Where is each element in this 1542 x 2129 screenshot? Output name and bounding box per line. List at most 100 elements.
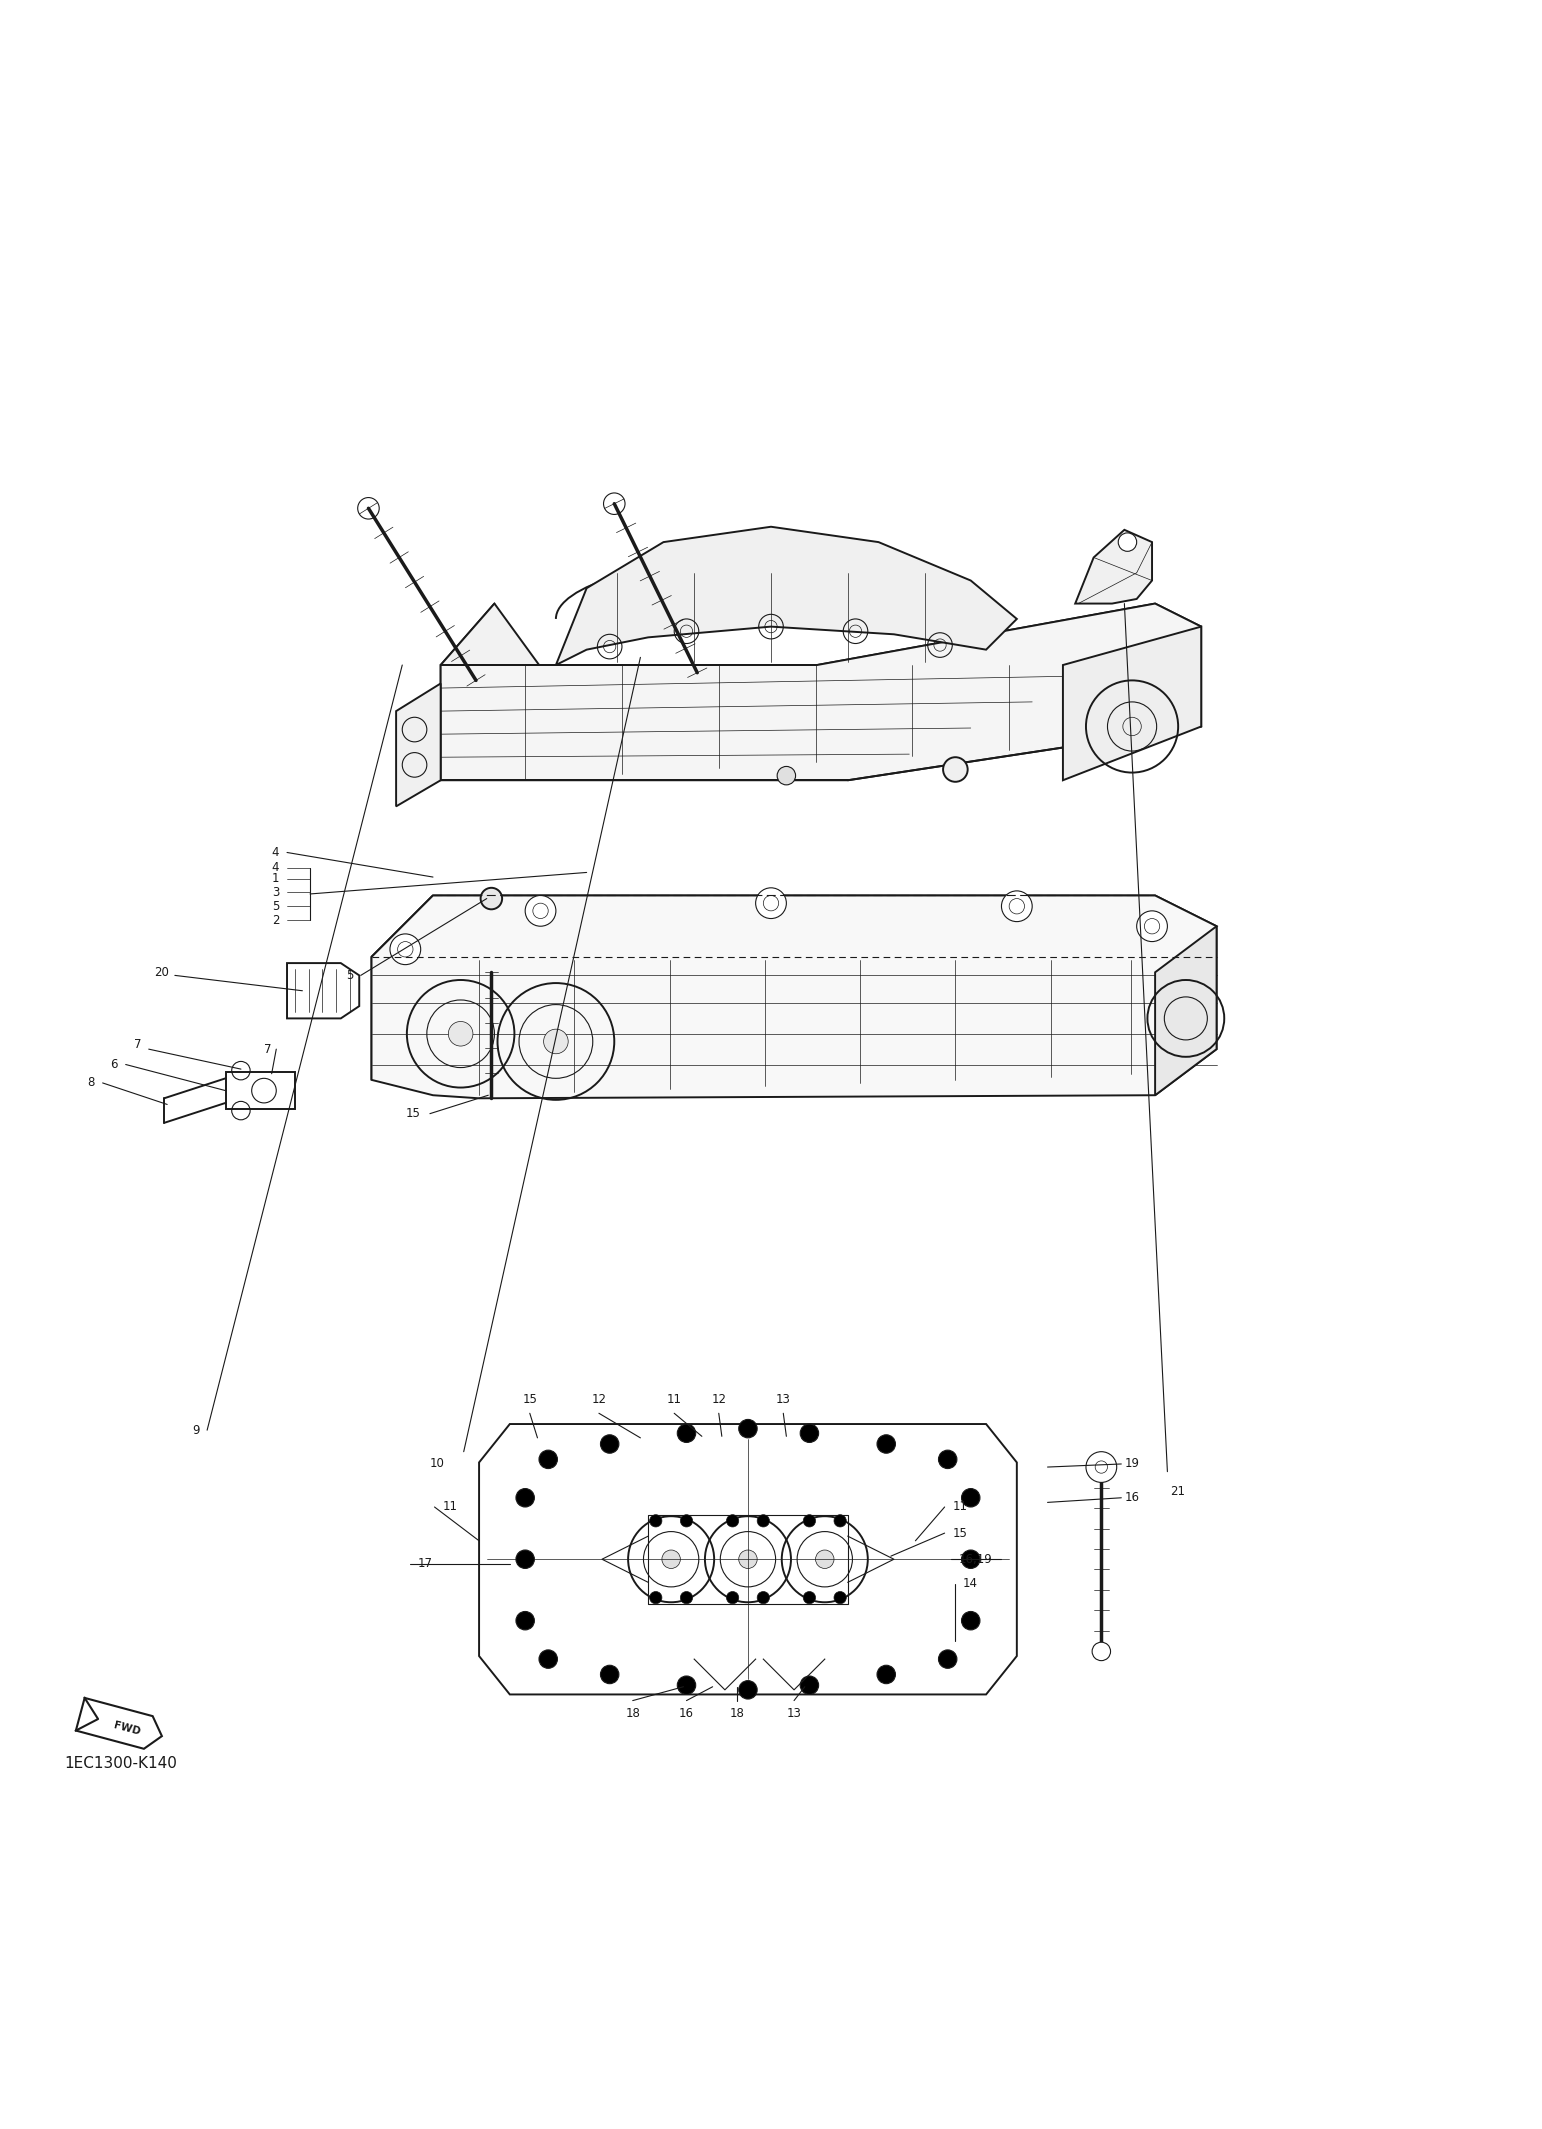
- Circle shape: [649, 1592, 662, 1603]
- Circle shape: [726, 1514, 739, 1526]
- Circle shape: [739, 1550, 757, 1569]
- Text: 9: 9: [191, 1424, 199, 1437]
- Circle shape: [777, 766, 796, 786]
- Polygon shape: [287, 962, 359, 1018]
- Text: 14: 14: [964, 1578, 978, 1590]
- Polygon shape: [441, 603, 1201, 779]
- Text: 17: 17: [418, 1556, 433, 1571]
- Circle shape: [662, 1550, 680, 1569]
- Circle shape: [540, 1650, 558, 1669]
- Circle shape: [649, 1514, 662, 1526]
- Polygon shape: [1062, 626, 1201, 779]
- Circle shape: [680, 1592, 692, 1603]
- Text: 16: 16: [678, 1707, 694, 1720]
- Circle shape: [1092, 1641, 1110, 1661]
- Text: 19: 19: [1124, 1458, 1140, 1471]
- Text: 5: 5: [271, 901, 279, 913]
- Polygon shape: [76, 1699, 162, 1748]
- Text: 15: 15: [953, 1526, 967, 1539]
- Circle shape: [800, 1424, 819, 1443]
- Circle shape: [517, 1612, 535, 1631]
- Circle shape: [944, 758, 968, 781]
- Circle shape: [834, 1592, 847, 1603]
- Circle shape: [517, 1488, 535, 1507]
- Text: 12: 12: [592, 1392, 606, 1405]
- Circle shape: [757, 1514, 769, 1526]
- Circle shape: [1001, 890, 1032, 922]
- Circle shape: [540, 1450, 558, 1469]
- Text: 7: 7: [264, 1043, 271, 1056]
- Circle shape: [877, 1665, 896, 1684]
- Polygon shape: [1155, 926, 1217, 1094]
- Text: 1EC1300-K140: 1EC1300-K140: [65, 1756, 177, 1771]
- Circle shape: [739, 1680, 757, 1699]
- Text: 12: 12: [711, 1392, 726, 1405]
- Text: 11: 11: [666, 1392, 682, 1405]
- Circle shape: [680, 1514, 692, 1526]
- Circle shape: [757, 1592, 769, 1603]
- Circle shape: [962, 1488, 981, 1507]
- Text: 18: 18: [626, 1707, 640, 1720]
- Circle shape: [834, 1514, 847, 1526]
- Text: 11: 11: [953, 1501, 967, 1514]
- Circle shape: [677, 1424, 695, 1443]
- Text: 1: 1: [271, 873, 279, 886]
- Circle shape: [800, 1676, 819, 1695]
- Text: 10: 10: [430, 1458, 444, 1471]
- Text: 4: 4: [271, 862, 279, 875]
- Polygon shape: [480, 1424, 1016, 1695]
- Polygon shape: [372, 896, 1217, 979]
- Circle shape: [390, 935, 421, 964]
- Circle shape: [1086, 1452, 1116, 1482]
- Text: FWD: FWD: [113, 1720, 142, 1737]
- Circle shape: [677, 1676, 695, 1695]
- Circle shape: [1136, 911, 1167, 941]
- Text: 15: 15: [406, 1107, 421, 1120]
- Polygon shape: [441, 603, 1201, 688]
- Text: 21: 21: [1170, 1486, 1186, 1499]
- Text: 18: 18: [729, 1707, 745, 1720]
- Circle shape: [962, 1550, 981, 1569]
- Circle shape: [962, 1612, 981, 1631]
- Text: 16: 16: [1124, 1490, 1140, 1505]
- Text: PARTS: PARTS: [768, 1009, 836, 1028]
- Circle shape: [939, 1450, 958, 1469]
- Circle shape: [526, 896, 557, 926]
- Text: YAMAHA: YAMAHA: [620, 947, 860, 996]
- Polygon shape: [557, 526, 1016, 664]
- Circle shape: [600, 1665, 618, 1684]
- Text: 6: 6: [111, 1058, 119, 1071]
- Circle shape: [803, 1514, 816, 1526]
- Text: 16,19: 16,19: [959, 1552, 992, 1565]
- Text: 20: 20: [154, 967, 168, 979]
- Text: 13: 13: [776, 1392, 791, 1405]
- Circle shape: [449, 1022, 473, 1045]
- Text: 8: 8: [88, 1077, 96, 1090]
- Polygon shape: [441, 603, 495, 779]
- Circle shape: [803, 1592, 816, 1603]
- Circle shape: [544, 1028, 567, 1054]
- Circle shape: [1118, 532, 1136, 551]
- Text: 11: 11: [443, 1501, 456, 1514]
- Circle shape: [517, 1550, 535, 1569]
- Polygon shape: [372, 896, 433, 1079]
- Circle shape: [481, 888, 503, 909]
- Polygon shape: [396, 683, 441, 807]
- Polygon shape: [1075, 530, 1152, 603]
- Polygon shape: [648, 1514, 848, 1603]
- Polygon shape: [372, 896, 1217, 1099]
- Text: 5: 5: [345, 969, 353, 981]
- Text: 2: 2: [271, 913, 279, 926]
- Circle shape: [877, 1435, 896, 1454]
- Text: 3: 3: [271, 886, 279, 898]
- Text: 4: 4: [271, 845, 279, 858]
- Circle shape: [739, 1420, 757, 1437]
- Circle shape: [816, 1550, 834, 1569]
- Text: 13: 13: [786, 1707, 802, 1720]
- Text: 15: 15: [523, 1392, 537, 1405]
- Circle shape: [600, 1435, 618, 1454]
- Circle shape: [726, 1592, 739, 1603]
- Text: 7: 7: [134, 1039, 140, 1052]
- Circle shape: [939, 1650, 958, 1669]
- Circle shape: [756, 888, 786, 918]
